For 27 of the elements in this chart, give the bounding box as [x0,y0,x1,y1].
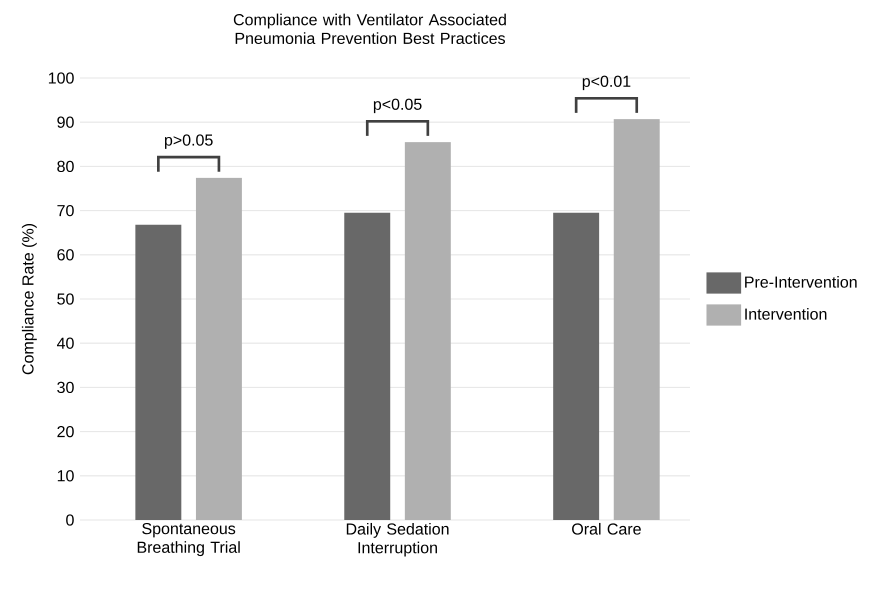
bar [614,119,660,520]
y-tick-label: 50 [57,293,74,305]
x-tick-label: Spontaneous Breathing Trial [138,522,240,556]
y-tick-label: 20 [57,426,74,438]
bar [404,142,451,520]
legend-label: Intervention [745,308,826,320]
bar [344,212,390,520]
chart-title: Compliance with Ventilator Associated Pneumonia Prevention Best Practices [234,14,506,44]
bar [553,212,600,520]
y-tick-label: 60 [57,249,74,260]
annotation: p>0.05 [164,134,213,149]
y-tick-label: 0 [66,514,74,526]
x-tick-label: Daily Sedation Interruption [346,522,449,557]
annotation: p<0.01 [582,76,630,90]
y-tick-label: 70 [57,204,74,216]
annotation: p<0.05 [374,98,422,114]
bar [196,178,242,520]
bar [135,224,182,520]
y-tick-label: 40 [56,338,74,349]
y-tick-label: 10 [58,470,74,482]
y-axis-title: Compliance Rate (%) [22,224,37,374]
y-tick-label: 100 [48,72,74,84]
x-tick-label: Oral Care [572,522,641,535]
legend-label: Pre-Intervention [745,276,857,288]
y-tick-label: 90 [57,116,74,128]
y-tick-label: 80 [57,160,74,172]
y-tick-label: 30 [57,382,74,394]
